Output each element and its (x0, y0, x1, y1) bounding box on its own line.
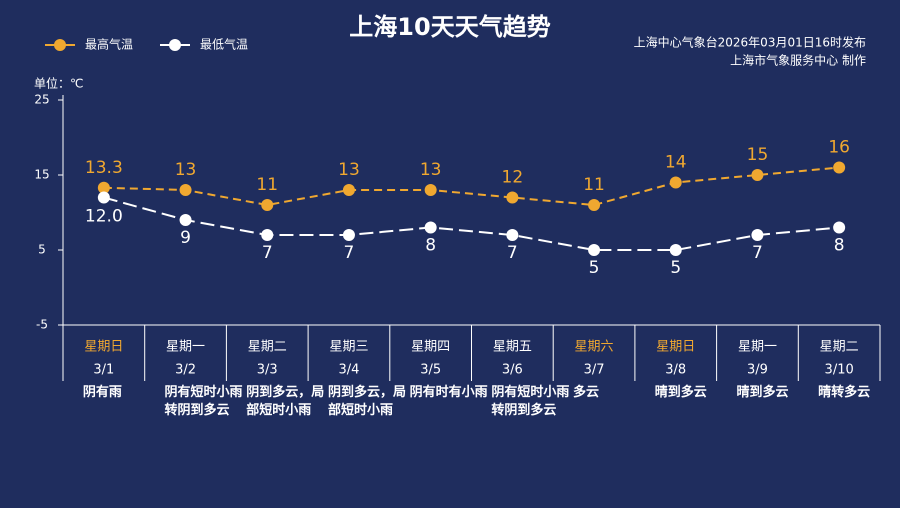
value-label: 13 (420, 160, 442, 180)
point (833, 221, 846, 234)
point (97, 181, 110, 194)
value-label: 12 (502, 168, 524, 188)
value-label: 7 (752, 243, 763, 263)
y-tick-label: 25 (34, 93, 49, 107)
series-line (103, 196, 840, 251)
legend-marker (54, 39, 66, 51)
x-tick-label: 3/3 (257, 363, 278, 378)
value-label: 14 (665, 153, 687, 173)
point (506, 229, 519, 241)
x-tick-label: 3/5 (420, 363, 441, 378)
point (751, 169, 764, 181)
subtitle: 上海市气象服务中心 制作 (730, 53, 866, 68)
x-tick-label: 3/10 (825, 363, 854, 378)
value-label: 11 (583, 175, 605, 195)
y-unit-label: 单位：℃ (34, 76, 83, 91)
value-label: 5 (589, 258, 600, 278)
series-line (103, 166, 840, 207)
point (588, 199, 601, 211)
value-label: 8 (834, 236, 845, 256)
legend-marker (169, 39, 181, 51)
x-tick-label: 3/8 (665, 363, 686, 378)
value-label: 5 (670, 258, 681, 278)
x-tick-label: 3/2 (175, 363, 196, 378)
y-tick-label: 5 (38, 243, 46, 257)
weather-text: 阴有雨 (82, 385, 122, 400)
x-tick-label: 3/9 (747, 363, 768, 378)
point (506, 191, 519, 204)
weather-text: 多云 (573, 385, 600, 400)
value-label: 13.3 (85, 158, 123, 178)
x-tick-label: 3/1 (93, 363, 114, 378)
point (261, 229, 274, 241)
weather-text: 阴有时有小雨 (409, 385, 488, 400)
value-label: 9 (180, 228, 191, 248)
weather-text: 阴有短时小雨转阴到多云 (491, 385, 570, 418)
point (179, 214, 192, 226)
weekday: 星期六 (575, 340, 614, 355)
weekday: 星期二 (248, 340, 287, 355)
point (424, 221, 437, 234)
weather-text: 阴有短时小雨转阴到多云 (164, 385, 243, 418)
x-tick-label: 3/6 (502, 363, 523, 378)
weekday: 星期五 (493, 340, 532, 355)
weekday: 星期二 (820, 340, 859, 355)
y-tick-label: -5 (36, 318, 48, 332)
value-label: 16 (828, 138, 850, 158)
value-label: 13 (338, 160, 360, 180)
x-tick-label: 3/4 (338, 363, 359, 378)
point (424, 184, 437, 196)
y-tick-label: 15 (34, 168, 49, 182)
chart-title: 上海10天天气趋势 (349, 13, 550, 41)
value-label: 7 (507, 243, 518, 263)
point (342, 184, 355, 196)
point (97, 191, 110, 204)
weather-text: 阴到多云，局部短时小雨 (327, 385, 406, 418)
weekday: 星期一 (738, 340, 777, 355)
value-label: 7 (344, 243, 355, 263)
weather-text: 阴到多云，局部短时小雨 (246, 385, 325, 418)
point (588, 244, 601, 256)
point (261, 199, 274, 211)
weekday: 星期三 (329, 340, 368, 355)
weekday: 星期四 (411, 340, 450, 355)
subtitle: 上海中心气象台2026年03月01日16时发布 (634, 35, 866, 50)
legend-label: 最低气温 (200, 37, 248, 52)
point (342, 229, 355, 241)
value-label: 13 (175, 160, 197, 180)
weekday: 星期日 (84, 340, 123, 355)
weekday: 星期日 (656, 340, 695, 355)
point (833, 161, 846, 174)
value-label: 15 (747, 145, 769, 165)
weather-text: 晴转多云 (818, 385, 871, 400)
value-label: 11 (256, 175, 278, 195)
weather-text: 晴到多云 (654, 385, 707, 400)
weekday: 星期一 (166, 340, 205, 355)
point (669, 176, 682, 189)
value-label: 8 (425, 236, 436, 256)
weather-text: 晴到多云 (736, 385, 789, 400)
value-label: 7 (262, 243, 273, 263)
legend-label: 最高气温 (85, 37, 133, 52)
point (669, 244, 682, 256)
value-label: 12.0 (85, 207, 123, 227)
point (179, 184, 192, 196)
x-tick-label: 3/7 (584, 363, 605, 378)
point (751, 229, 764, 241)
